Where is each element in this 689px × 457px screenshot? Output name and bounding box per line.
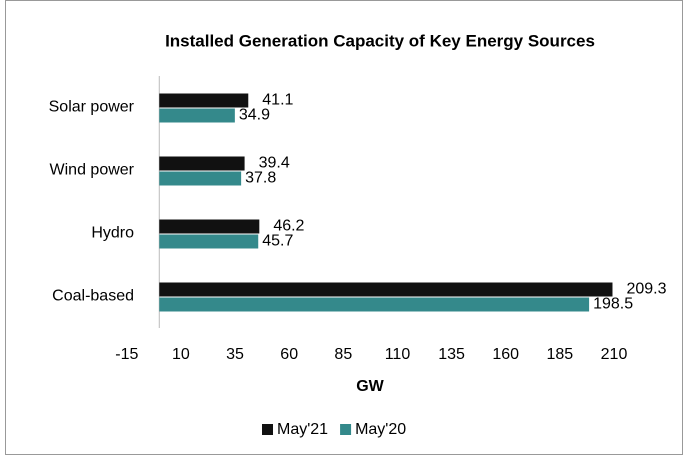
bar: [159, 171, 242, 186]
x-tick-label: 210: [601, 346, 628, 363]
bar: [159, 108, 235, 123]
x-tick-label: 10: [172, 346, 190, 363]
bar: [159, 282, 613, 297]
x-axis-title: GW: [356, 378, 384, 395]
x-tick-label: 85: [334, 346, 352, 363]
bar: [159, 93, 249, 108]
y-tick-label: Hydro: [91, 225, 134, 242]
y-tick-label: Coal-based: [52, 288, 134, 305]
bar: [159, 234, 259, 249]
x-tick-label: -15: [115, 346, 138, 363]
bar: [159, 297, 590, 312]
legend-swatch: [340, 424, 352, 435]
x-tick-label: 110: [385, 346, 411, 363]
data-label: 39.4: [259, 155, 290, 172]
legend-label: May'21: [277, 421, 328, 438]
chart-title: Installed Generation Capacity of Key Ene…: [165, 31, 595, 50]
x-tick-label: 35: [226, 346, 244, 363]
legend-label: May'20: [355, 421, 406, 438]
x-tick-label: 135: [438, 346, 465, 363]
y-tick-label: Wind power: [50, 162, 135, 179]
y-tick-label: Solar power: [49, 99, 135, 116]
data-label: 34.9: [239, 107, 270, 124]
data-label: 45.7: [262, 233, 293, 250]
bar: [159, 219, 260, 234]
x-tick-label: 60: [280, 346, 298, 363]
bar: [159, 156, 245, 171]
chart-border: [5, 0, 683, 455]
legend-swatch: [262, 424, 273, 435]
data-label: 198.5: [593, 296, 633, 313]
x-tick-label: 160: [492, 346, 519, 363]
x-tick-label: 185: [547, 346, 574, 363]
data-label: 209.3: [626, 281, 666, 298]
data-label: 46.2: [273, 218, 304, 235]
data-label: 37.8: [245, 170, 276, 187]
data-label: 41.1: [262, 92, 293, 109]
